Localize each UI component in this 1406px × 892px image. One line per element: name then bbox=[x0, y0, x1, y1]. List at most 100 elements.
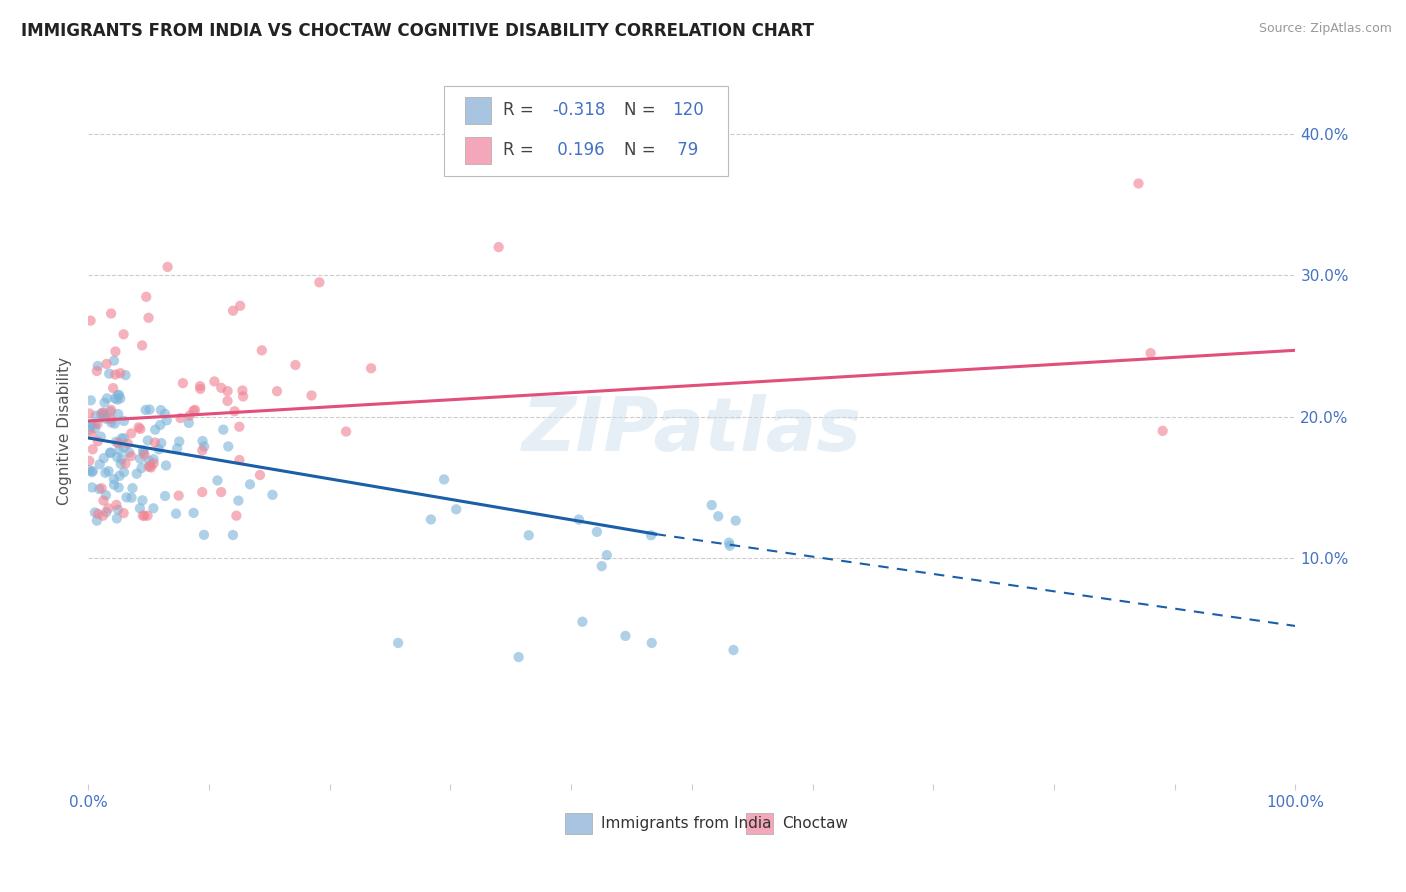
Point bbox=[80, 427, 103, 442]
Point bbox=[419, 512, 441, 526]
Point bbox=[207, 474, 229, 488]
Point bbox=[86, 514, 108, 528]
Point bbox=[193, 439, 215, 453]
Text: N =: N = bbox=[624, 102, 661, 120]
Point bbox=[308, 276, 330, 290]
Text: -0.318: -0.318 bbox=[551, 102, 605, 120]
Point bbox=[100, 306, 122, 320]
Point bbox=[167, 489, 190, 503]
Point bbox=[153, 489, 176, 503]
Point bbox=[91, 406, 114, 420]
FancyBboxPatch shape bbox=[747, 813, 773, 834]
Point bbox=[202, 375, 225, 389]
Point bbox=[132, 443, 155, 458]
Text: R =: R = bbox=[503, 102, 540, 120]
Point bbox=[228, 453, 250, 467]
Point bbox=[100, 416, 122, 430]
Point bbox=[591, 559, 613, 574]
Text: IMMIGRANTS FROM INDIA VS CHOCTAW COGNITIVE DISABILITY CORRELATION CHART: IMMIGRANTS FROM INDIA VS CHOCTAW COGNITI… bbox=[21, 22, 814, 40]
Point bbox=[640, 528, 662, 542]
Point bbox=[135, 290, 157, 304]
Point bbox=[360, 361, 382, 376]
Point bbox=[134, 448, 156, 462]
FancyBboxPatch shape bbox=[465, 136, 491, 164]
Point bbox=[93, 395, 115, 409]
Point bbox=[262, 488, 284, 502]
Text: Source: ZipAtlas.com: Source: ZipAtlas.com bbox=[1258, 22, 1392, 36]
Point bbox=[229, 299, 252, 313]
Point bbox=[80, 393, 103, 408]
Point bbox=[94, 411, 117, 425]
Point bbox=[139, 460, 162, 475]
Point bbox=[90, 429, 112, 443]
Point bbox=[98, 367, 121, 381]
Point bbox=[90, 481, 112, 495]
Point bbox=[1139, 346, 1161, 360]
Point bbox=[284, 358, 307, 372]
Point bbox=[94, 488, 117, 502]
Point bbox=[110, 366, 132, 380]
Point bbox=[105, 498, 128, 512]
Point bbox=[79, 313, 101, 327]
Point bbox=[80, 480, 103, 494]
Point bbox=[108, 468, 131, 483]
Point bbox=[108, 443, 131, 458]
Point bbox=[717, 535, 740, 549]
Point bbox=[228, 493, 250, 508]
Point bbox=[89, 482, 111, 496]
Point bbox=[91, 508, 114, 523]
Point bbox=[586, 524, 609, 539]
Point bbox=[169, 411, 191, 425]
Point bbox=[142, 452, 165, 467]
Point bbox=[224, 404, 246, 418]
Point bbox=[90, 407, 112, 421]
Point bbox=[724, 514, 747, 528]
Point bbox=[155, 458, 177, 473]
Text: Immigrants from India: Immigrants from India bbox=[602, 815, 772, 830]
Point bbox=[217, 393, 239, 408]
Point bbox=[103, 472, 125, 486]
Point bbox=[117, 436, 139, 450]
Point bbox=[165, 507, 187, 521]
Point bbox=[94, 466, 117, 480]
Point bbox=[138, 402, 160, 417]
Point bbox=[166, 442, 188, 456]
Point bbox=[129, 422, 152, 436]
Point bbox=[183, 403, 205, 417]
Point bbox=[101, 381, 124, 395]
Point bbox=[128, 501, 150, 516]
Point bbox=[112, 465, 135, 479]
Point bbox=[107, 436, 129, 450]
Point bbox=[89, 458, 111, 472]
Point bbox=[266, 384, 288, 399]
Point bbox=[125, 467, 148, 481]
Point bbox=[614, 629, 637, 643]
Point bbox=[107, 481, 129, 495]
Point bbox=[183, 506, 205, 520]
Point bbox=[112, 506, 135, 520]
Point bbox=[641, 636, 664, 650]
Point bbox=[217, 384, 239, 398]
Text: 120: 120 bbox=[672, 102, 704, 120]
Point bbox=[79, 454, 101, 468]
Point bbox=[110, 457, 132, 471]
Point bbox=[250, 343, 273, 358]
Point bbox=[79, 463, 101, 477]
Point bbox=[517, 528, 540, 542]
Point bbox=[96, 392, 118, 406]
Point bbox=[93, 406, 115, 420]
Point bbox=[97, 464, 120, 478]
Point bbox=[1128, 177, 1150, 191]
Point bbox=[128, 420, 150, 434]
Point bbox=[97, 501, 120, 516]
Point bbox=[488, 240, 510, 254]
Point bbox=[134, 508, 156, 523]
Point bbox=[191, 434, 214, 448]
Point bbox=[103, 477, 125, 491]
Point bbox=[111, 452, 134, 467]
Point bbox=[115, 491, 138, 505]
Point bbox=[188, 379, 211, 393]
Point bbox=[104, 368, 127, 382]
Point bbox=[100, 405, 122, 419]
Point bbox=[86, 364, 108, 378]
